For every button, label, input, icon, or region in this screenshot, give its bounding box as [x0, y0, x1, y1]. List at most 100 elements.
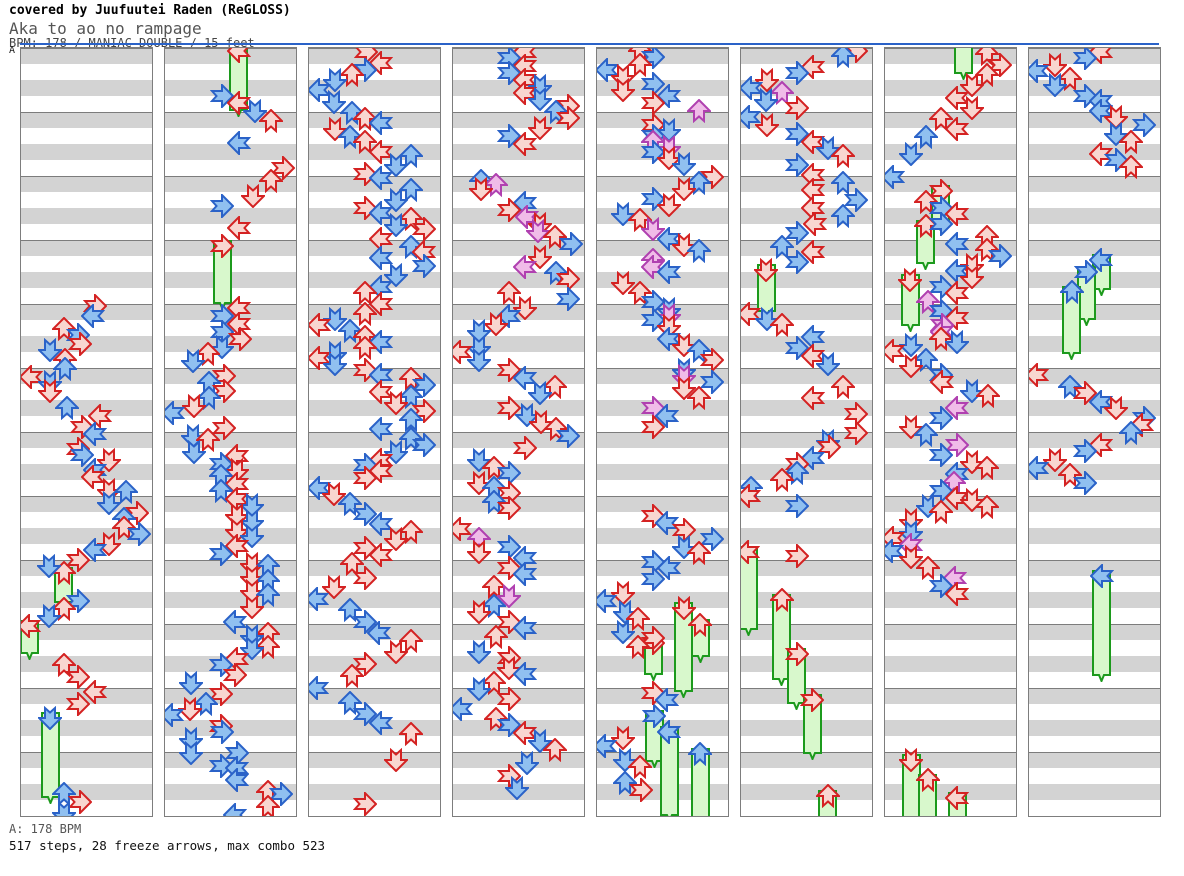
note-arrow-down-icon: [467, 540, 492, 564]
note-arrow-right-icon: [699, 370, 724, 394]
note-arrow-down-icon: [383, 440, 408, 464]
note-arrow-left-icon: [885, 339, 906, 363]
note-arrow-right-icon: [496, 610, 521, 634]
note-arrow-up-icon: [337, 598, 362, 622]
note-arrow-right-icon: [640, 626, 665, 650]
note-arrow-down-icon: [1103, 105, 1128, 129]
note-arrow-left-icon: [945, 202, 970, 226]
note-arrow-right-icon: [784, 96, 809, 120]
note-arrow-left-icon: [309, 346, 331, 370]
note-arrow-right-icon: [784, 122, 809, 146]
note-arrow-down-icon: [38, 379, 63, 403]
note-arrow-down-icon: [899, 545, 924, 569]
note-arrow-down-icon: [514, 751, 539, 775]
note-arrow-down-icon: [323, 352, 348, 376]
note-arrow-left-icon: [1029, 363, 1050, 387]
note-arrow-left-icon: [309, 313, 331, 337]
freeze-body: [901, 754, 921, 816]
note-arrow-left-icon: [165, 401, 186, 425]
freeze-body: [1062, 286, 1082, 360]
note-arrow-up-icon: [1057, 463, 1082, 487]
note-arrow-left-icon: [801, 344, 826, 368]
note-arrow-up-icon: [542, 225, 567, 249]
note-arrow-down-icon: [899, 508, 924, 532]
note-arrow-down-icon: [815, 352, 840, 376]
note-arrow-up-icon: [612, 771, 637, 795]
note-arrow-left-icon: [21, 365, 43, 389]
note-arrow-left-icon: [369, 330, 394, 354]
note-arrow-left-icon: [597, 58, 619, 82]
note-arrow-up-icon: [467, 527, 492, 551]
note-arrow-right-icon: [784, 153, 809, 177]
note-arrow-left-icon: [930, 370, 955, 394]
note-arrow-down-icon: [504, 776, 529, 800]
note-arrow-left-icon: [367, 621, 392, 645]
note-arrow-left-icon: [225, 487, 250, 511]
note-arrow-left-icon: [597, 589, 618, 613]
freeze-arrow-up-icon: [815, 784, 840, 808]
note-arrow-right-icon: [352, 610, 377, 634]
note-arrow-left-icon: [309, 476, 331, 500]
note-arrow-up-icon: [1118, 155, 1143, 179]
note-arrow-up-icon: [686, 239, 711, 263]
chart-stats: 517 steps, 28 freeze arrows, max combo 5…: [9, 838, 326, 853]
note-arrow-right-icon: [1072, 48, 1097, 70]
note-arrow-left-icon: [513, 366, 538, 390]
note-arrow-up-icon: [481, 575, 506, 599]
note-arrow-down-icon: [467, 640, 492, 664]
note-arrow-left-icon: [369, 512, 394, 536]
note-arrow-right-icon: [928, 212, 953, 236]
note-arrow-right-icon: [1072, 84, 1097, 108]
note-arrow-left-icon: [945, 117, 970, 141]
note-arrow-left-icon: [369, 51, 394, 75]
note-arrow-up-icon: [627, 281, 652, 305]
note-arrow-down-icon: [383, 391, 408, 415]
note-arrow-right-icon: [671, 518, 696, 542]
note-arrow-right-icon: [640, 415, 665, 439]
note-arrow-down-icon: [51, 801, 76, 816]
note-arrow-right-icon: [125, 501, 150, 525]
note-arrow-right-icon: [640, 504, 665, 528]
measure-column-2: [164, 47, 297, 817]
note-arrow-left-icon: [369, 292, 394, 316]
freeze-arrow-down-icon: [671, 596, 696, 620]
note-arrow-down-icon: [815, 136, 840, 160]
note-arrow-down-icon: [611, 581, 636, 605]
freeze-arrow-up-icon: [769, 588, 794, 612]
note-arrow-right-icon: [352, 702, 377, 726]
note-arrow-down-icon: [182, 394, 207, 418]
note-arrow-down-icon: [323, 68, 348, 92]
note-arrow-left-icon: [945, 281, 970, 305]
note-arrow-down-icon: [527, 87, 552, 111]
note-arrow-right-icon: [784, 544, 809, 568]
freeze-body: [659, 726, 679, 816]
note-arrow-down-icon: [97, 448, 122, 472]
note-arrow-left-icon: [655, 688, 680, 712]
note-arrow-left-icon: [885, 539, 905, 563]
note-arrow-right-icon: [67, 332, 92, 356]
note-arrow-down-icon: [467, 348, 492, 372]
note-arrow-left-icon: [165, 703, 184, 727]
note-arrow-right-icon: [210, 194, 235, 218]
measure-column-7: [884, 47, 1017, 817]
note-arrow-down-icon: [239, 524, 264, 548]
note-arrow-up-icon: [830, 375, 855, 399]
measure-column-5: [596, 47, 729, 817]
note-arrow-left-icon: [801, 55, 826, 79]
note-arrow-up-icon: [496, 281, 521, 305]
note-arrow-right-icon: [699, 348, 724, 372]
note-arrow-up-icon: [928, 327, 953, 351]
freeze-arrow-left-icon: [741, 540, 761, 564]
note-arrow-up-icon: [686, 339, 711, 363]
note-arrow-up-icon: [686, 386, 711, 410]
note-arrow-left-icon: [1089, 99, 1114, 123]
freeze-body: [772, 594, 792, 686]
note-arrow-up-icon: [352, 336, 377, 360]
note-arrow-up-icon: [784, 461, 809, 485]
note-arrow-up-icon: [1118, 130, 1143, 154]
note-arrow-right-icon: [843, 48, 868, 63]
note-arrow-right-icon: [228, 327, 253, 351]
note-arrow-up-icon: [51, 653, 76, 677]
note-arrow-right-icon: [699, 165, 724, 189]
